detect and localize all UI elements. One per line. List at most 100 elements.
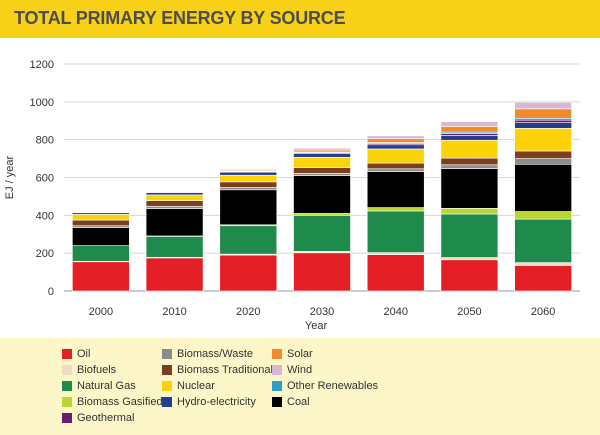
bar-segment	[219, 187, 278, 191]
bar-segment	[366, 207, 425, 212]
page-title: TOTAL PRIMARY ENERGY BY SOURCE	[14, 8, 346, 28]
bar-segment	[145, 257, 204, 292]
bar-segment	[514, 101, 572, 110]
legend-swatch	[162, 381, 172, 391]
bar-segment	[366, 210, 425, 253]
legend-label: Hydro-electricity	[177, 396, 256, 408]
bar-segment	[219, 181, 278, 188]
bar-segment	[366, 135, 425, 140]
bar-segment	[440, 259, 499, 292]
bar-segment	[366, 171, 425, 208]
bar-segment	[440, 157, 499, 166]
title-bar: TOTAL PRIMARY ENERGY BY SOURCE	[0, 0, 600, 38]
bar-segment	[440, 168, 499, 209]
legend-item: Biofuels	[62, 362, 116, 378]
y-tick-label: 600	[36, 173, 54, 185]
bar-segment	[440, 257, 499, 261]
y-tick-label: 1000	[30, 97, 54, 109]
x-axis-label: Year	[305, 320, 328, 332]
y-tick-label: 200	[36, 248, 54, 260]
bar-segment	[366, 254, 425, 292]
legend-label: Wind	[287, 364, 313, 376]
legend-label: Coal	[287, 396, 310, 408]
legend-swatch	[272, 349, 282, 359]
x-tick-label: 2060	[531, 306, 555, 318]
legend-item: Oil	[62, 346, 90, 362]
bar-segment	[440, 213, 499, 258]
legend-item: Geothermal	[62, 410, 134, 426]
y-axis-label: EJ / year	[4, 155, 16, 199]
x-tick-label: 2000	[89, 306, 113, 318]
y-tick-label: 400	[36, 210, 54, 222]
bar-segment	[72, 212, 130, 214]
bar-segment	[440, 135, 499, 141]
bar-segment	[145, 200, 204, 207]
chart-area: 0 200 400 600 800 1000 1200 EJ / year 2000 2010 20…	[0, 38, 600, 338]
bar-segment	[293, 215, 351, 252]
legend-swatch	[162, 397, 172, 407]
bar-segment	[366, 162, 425, 170]
bar-segment	[514, 211, 572, 220]
legend-swatch	[62, 413, 72, 423]
bar-segment	[219, 169, 278, 171]
x-tick-label: 2010	[162, 306, 186, 318]
bar-segment	[440, 139, 499, 159]
legend-label: Nuclear	[177, 380, 215, 392]
bar-segment	[219, 254, 278, 292]
x-tick-label: 2020	[236, 306, 260, 318]
legend-item: Other Renewables	[272, 378, 378, 394]
bar-segment	[514, 218, 572, 263]
bar-segment	[440, 164, 499, 169]
bar-segment	[293, 147, 351, 151]
legend-item: Wind	[272, 362, 312, 378]
bar-segment	[72, 261, 130, 292]
bar-segment	[293, 153, 351, 158]
bar-segment	[366, 144, 425, 150]
bar-segment	[219, 174, 278, 183]
bar-segment	[72, 214, 130, 221]
bar-segment	[293, 175, 351, 214]
legend-item: Biomass Gasified	[62, 394, 163, 410]
legend-item: Hydro-electricity	[162, 394, 256, 410]
bar-segment	[219, 189, 278, 226]
legend-label: Oil	[77, 348, 91, 360]
bar-segment	[514, 262, 572, 266]
legend-label: Biomass/Waste	[177, 348, 254, 360]
legend-label: Other Renewables	[287, 380, 379, 392]
bar-segment	[440, 208, 499, 215]
legend-swatch	[272, 365, 282, 375]
bar-segment	[72, 227, 130, 246]
legend-label: Solar	[287, 348, 313, 360]
bar-segment	[293, 173, 351, 176]
legend-swatch	[62, 365, 72, 375]
bar-segment	[145, 235, 204, 258]
legend-swatch	[62, 397, 72, 407]
bar-segment	[145, 208, 204, 237]
legend-item: Nuclear	[162, 378, 215, 394]
bar-segment	[366, 148, 425, 164]
legend-item: Coal	[272, 394, 310, 410]
bar-segment	[293, 252, 351, 292]
legend: Oil Biomass/Waste Solar Biofuels Biomass Tra…	[0, 338, 600, 435]
legend-item: Biomass Traditional	[162, 362, 273, 378]
x-tick-label: 2050	[457, 306, 481, 318]
bar-segment	[514, 119, 572, 123]
bar-segment	[514, 122, 572, 129]
bar-segment	[145, 191, 204, 193]
legend-label: Natural Gas	[77, 380, 136, 392]
bar-segment	[366, 168, 425, 172]
bar-segment	[514, 150, 572, 159]
y-tick-label: 0	[48, 286, 54, 298]
bar-segment	[145, 194, 204, 201]
bar-segment	[514, 108, 572, 119]
legend-item: Biomass/Waste	[162, 346, 253, 362]
legend-swatch	[272, 381, 282, 391]
bar-segment	[72, 245, 130, 262]
legend-item: Solar	[272, 346, 313, 362]
bar-segment	[293, 156, 351, 168]
legend-label: Biomass Gasified	[77, 396, 163, 408]
bar-segment	[219, 225, 278, 255]
legend-swatch	[62, 349, 72, 359]
bar-segment	[219, 171, 278, 176]
x-tick-label: 2040	[383, 306, 407, 318]
